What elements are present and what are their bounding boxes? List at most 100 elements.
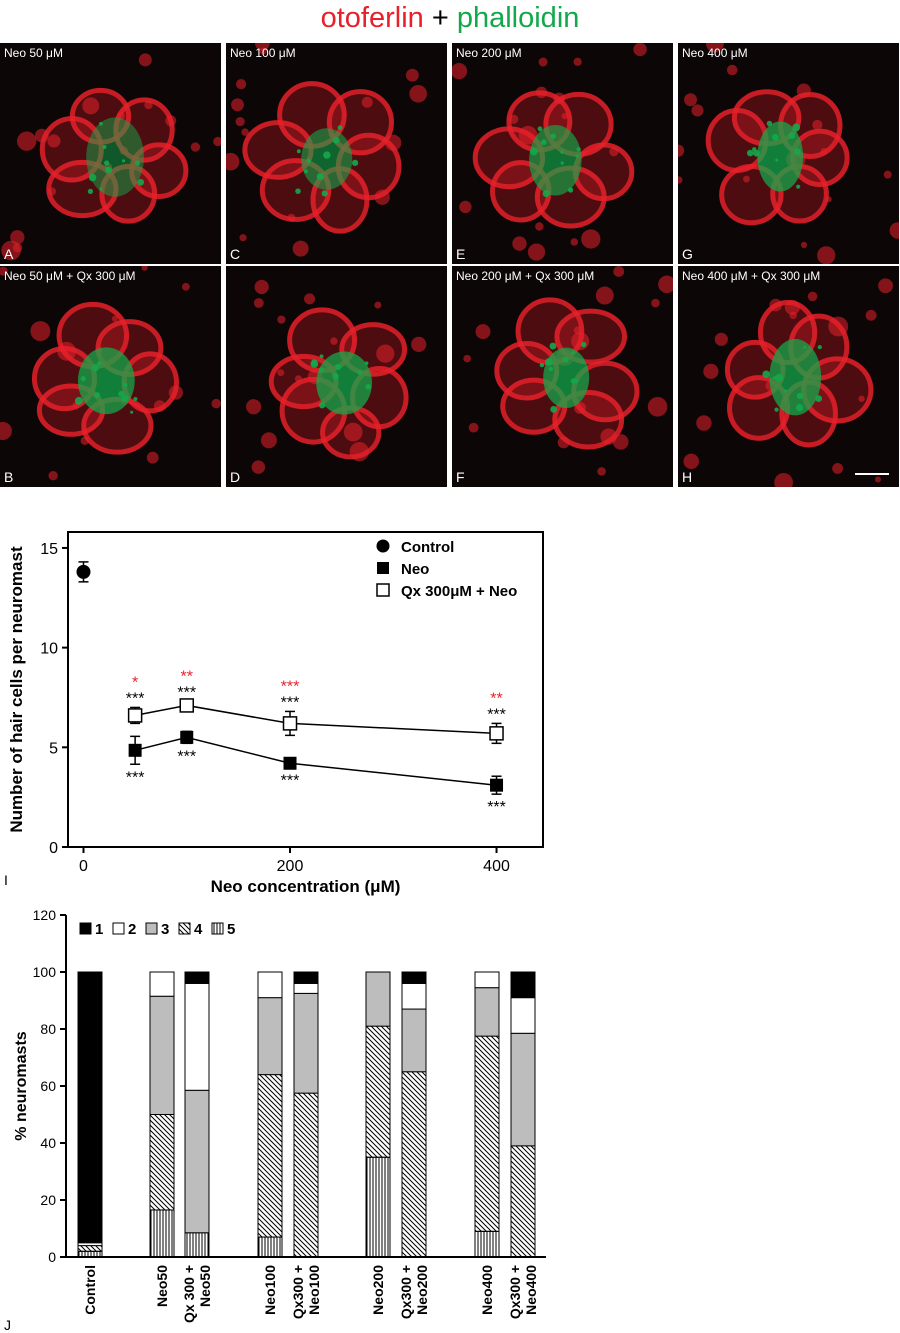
scale-bar [855, 473, 889, 475]
micrograph-image [678, 266, 899, 487]
phalloidin-core [77, 347, 135, 415]
panel-letter: G [682, 246, 693, 262]
otoferlin-puncta [405, 68, 419, 82]
otoferlin-puncta [475, 324, 491, 340]
bar-segment-1 [510, 971, 536, 999]
legend-label: Qx 300μM + Neo [401, 583, 517, 600]
otoferlin-puncta [874, 476, 882, 483]
y-tick-label: 80 [40, 1021, 56, 1037]
category-label-group: Neo50 [154, 1265, 170, 1307]
phalloidin-puncta [752, 147, 757, 152]
otoferlin-puncta [82, 97, 100, 115]
phalloidin-puncta [571, 351, 575, 355]
otoferlin-puncta [696, 415, 712, 431]
bar-segment-2 [257, 971, 283, 999]
otoferlin-puncta [277, 369, 285, 377]
legend-swatch [79, 922, 92, 935]
y-tick-label: 15 [40, 541, 58, 558]
otoferlin-puncta [12, 243, 23, 253]
otoferlin-puncta [743, 175, 750, 183]
phalloidin-puncta [74, 396, 83, 405]
bar-segment-4 [293, 1092, 319, 1258]
phalloidin-puncta [774, 407, 779, 412]
bar-segment-3 [293, 992, 319, 1094]
otoferlin-puncta [374, 301, 382, 309]
otoferlin-puncta [832, 462, 844, 474]
data-point-neo [283, 756, 297, 770]
significance-label-red: ** [181, 668, 193, 685]
otoferlin-puncta [48, 470, 58, 481]
otoferlin-puncta [817, 246, 836, 264]
phalloidin-puncta [576, 147, 581, 152]
panel-letter: C [230, 246, 241, 262]
otoferlin-puncta [304, 293, 316, 305]
phalloidin-puncta [792, 123, 801, 132]
plot-frame [67, 531, 544, 848]
phalloidin-puncta [796, 184, 801, 189]
bar-segment-5 [149, 1209, 175, 1258]
bar-segment-5 [184, 1232, 210, 1258]
title-phalloidin: phalloidin [456, 2, 580, 34]
otoferlin-puncta [277, 315, 286, 324]
category-label: Neo50 [197, 1265, 213, 1307]
category-label-group: Qx300 + Neo400 [507, 1265, 539, 1319]
phalloidin-puncta [771, 133, 779, 141]
phalloidin-puncta [365, 384, 371, 390]
series-line [134, 736, 497, 786]
y-tick-label: 10 [40, 641, 58, 658]
phalloidin-puncta [550, 405, 558, 413]
legend-marker [376, 539, 390, 553]
micrograph-image [0, 43, 221, 264]
phalloidin-puncta [99, 121, 103, 126]
y-tick-label: 0 [49, 840, 58, 857]
phalloidin-puncta [337, 125, 343, 131]
phalloidin-puncta [121, 159, 126, 163]
phalloidin-puncta [817, 345, 822, 350]
micrograph-label: Neo 400 μM [682, 46, 748, 60]
phalloidin-puncta [335, 364, 341, 370]
phalloidin-puncta [102, 145, 107, 150]
y-axis-label: Number of hair cells per neuromast [7, 546, 26, 833]
otoferlin-puncta [409, 84, 427, 103]
hair-cell-otoferlin [554, 308, 628, 365]
otoferlin-puncta [254, 279, 269, 295]
bar-segment-3 [149, 995, 175, 1115]
data-point-qx-neo [179, 698, 194, 713]
otoferlin-puncta [246, 399, 262, 415]
legend-swatch [145, 922, 158, 935]
otoferlin-puncta [251, 460, 266, 474]
phalloidin-puncta [91, 364, 99, 372]
bar-segment-2 [510, 997, 536, 1034]
phalloidin-puncta [545, 357, 553, 366]
panel-letter: A [4, 246, 14, 262]
phalloidin-puncta [134, 160, 141, 166]
phalloidin-puncta [87, 188, 94, 194]
bar-segment-1 [77, 971, 103, 1244]
panel-letter: B [4, 469, 14, 485]
data-point-qx-neo [127, 708, 143, 723]
micrograph-panel-d: D [226, 266, 447, 487]
phalloidin-puncta [121, 394, 129, 402]
otoferlin-puncta [253, 298, 264, 308]
data-point-control [76, 564, 91, 579]
category-label: Qx300 + [507, 1265, 523, 1319]
x-tick-label: 0 [79, 858, 88, 875]
otoferlin-puncta [597, 467, 606, 476]
phalloidin-core [769, 338, 822, 416]
micrograph-image [678, 43, 899, 264]
micrograph-label: Neo 50 μM + Qx 300 μM [4, 269, 136, 283]
bar-segment-4 [77, 1245, 103, 1252]
x-tick-label: 400 [483, 858, 510, 875]
otoferlin-puncta [612, 434, 629, 450]
bar-segment-3 [365, 971, 391, 1027]
otoferlin-puncta [570, 238, 579, 246]
significance-label: *** [126, 690, 145, 707]
category-label: Qx300 + [290, 1265, 306, 1319]
phalloidin-puncta [803, 345, 807, 349]
bar-segment-4 [401, 1071, 427, 1258]
phalloidin-core [86, 117, 144, 197]
category-label: Qx300 + [398, 1265, 414, 1319]
otoferlin-puncta [512, 236, 527, 251]
micrograph-image [226, 266, 447, 487]
category-label-group: Qx300 + Neo200 [398, 1265, 430, 1319]
